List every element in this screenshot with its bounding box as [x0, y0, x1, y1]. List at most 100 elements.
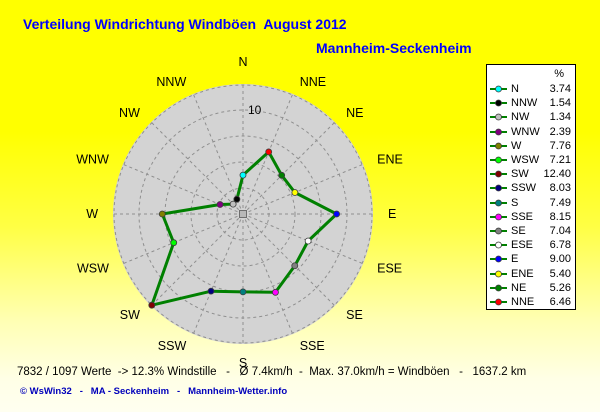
grid-spoke — [242, 121, 336, 215]
legend-marker-icon — [490, 241, 507, 249]
grid-spoke — [150, 121, 244, 215]
legend-direction-label: E — [511, 253, 519, 266]
legend-marker-icon — [490, 170, 507, 178]
legend-direction-label: WNW — [511, 125, 540, 138]
direction-label-w: W — [86, 207, 98, 221]
legend-marker-icon — [490, 213, 507, 221]
legend-marker-icon — [490, 114, 507, 121]
legend-box: % N 3.74 NNW 1.54 NW 1.34 WNW 2.39 W 7.76 WSW 7.21 S… — [486, 64, 576, 310]
legend-marker-icon — [490, 270, 507, 277]
legend-direction-label: NW — [511, 111, 530, 124]
direction-label-nnw: NNW — [156, 75, 186, 89]
legend-marker-icon — [490, 284, 507, 292]
legend-row-ssw: SSW 8.03 — [490, 181, 571, 195]
legend-direction-label: SW — [511, 168, 529, 181]
legend-row-nnw: NNW 1.54 — [490, 96, 571, 110]
legend-percent-value: 12.40 — [543, 168, 571, 181]
grid-spoke — [150, 213, 244, 307]
legend-row-wsw: WSW 7.21 — [490, 153, 571, 167]
legend-percent-value: 2.39 — [549, 125, 571, 138]
direction-label-e: E — [388, 207, 396, 221]
legend-direction-label: SSW — [511, 182, 537, 195]
legend-marker-icon — [490, 85, 507, 93]
direction-label-s: S — [239, 356, 247, 370]
legend-row-wnw: WNW 2.39 — [490, 125, 571, 139]
direction-label-nw: NW — [119, 106, 140, 120]
legend-marker-icon — [490, 99, 507, 107]
legend-percent-value: 5.40 — [549, 267, 571, 280]
data-point-sw — [148, 301, 156, 309]
legend-percent-value: 8.03 — [549, 182, 571, 195]
legend-percent-value: 8.15 — [549, 210, 571, 223]
data-point-nne — [265, 148, 273, 156]
legend-direction-label: ESE — [511, 239, 534, 252]
center-marker — [239, 210, 247, 218]
grid-spoke — [242, 213, 294, 335]
ring-scale-label: 10 — [248, 103, 262, 117]
direction-label-sw: SW — [120, 308, 140, 322]
direction-label-n: N — [238, 55, 247, 69]
legend-marker-icon — [490, 156, 507, 164]
legend-percent-value: 7.04 — [549, 224, 571, 237]
direction-label-ene: ENE — [377, 152, 403, 166]
footer-statistics: 7832 / 1097 Werte -> 12.3% Windstille - … — [17, 366, 527, 378]
legend-percent-value: 6.78 — [549, 239, 571, 252]
legend-percent-value: 7.76 — [549, 139, 571, 152]
legend-percent-value: 6.46 — [549, 295, 571, 308]
data-point-se — [291, 262, 299, 270]
legend-row-ene: ENE 5.40 — [490, 266, 571, 280]
legend-marker-icon — [490, 142, 507, 150]
grid-spoke — [192, 93, 244, 215]
legend-percent-value: 3.74 — [549, 83, 571, 96]
grid-spoke — [242, 93, 294, 215]
direction-label-wnw: WNW — [76, 152, 109, 166]
legend-percent-value: 7.49 — [549, 196, 571, 209]
legend-percent-value: 1.34 — [549, 111, 571, 124]
data-point-nnw — [233, 195, 241, 203]
grid-ring — [190, 161, 296, 267]
legend-row-se: SE 7.04 — [490, 224, 571, 238]
legend-percent-value: 9.00 — [549, 253, 571, 266]
legend-row-n: N 3.74 — [490, 82, 571, 96]
data-point-ene — [291, 189, 299, 196]
legend-row-ne: NE 5.26 — [490, 281, 571, 295]
data-point-n — [239, 171, 247, 179]
legend-marker-icon — [490, 199, 507, 206]
direction-label-ssw: SSW — [158, 339, 187, 353]
data-point-ese — [304, 237, 312, 245]
legend-percent-value: 5.26 — [549, 281, 571, 294]
grid-spoke — [242, 213, 336, 307]
legend-percent-value: 1.54 — [549, 97, 571, 110]
direction-label-ne: NE — [346, 106, 363, 120]
grid-spoke — [242, 213, 364, 265]
legend-direction-label: N — [511, 83, 519, 96]
legend-direction-label: ENE — [511, 267, 534, 280]
legend-row-nne: NNE 6.46 — [490, 295, 571, 309]
footer-credit: © WsWin32 - MA - Seckenheim - Mannheim-W… — [20, 386, 288, 397]
direction-label-sse: SSE — [300, 339, 325, 353]
legend-row-ese: ESE 6.78 — [490, 238, 571, 252]
legend-marker-icon — [490, 227, 507, 235]
legend-direction-label: NNW — [511, 97, 538, 110]
legend-direction-label: SE — [511, 224, 526, 237]
legend-percent-value: 7.21 — [549, 154, 571, 167]
direction-label-wsw: WSW — [77, 262, 109, 276]
legend-row-nw: NW 1.34 — [490, 110, 571, 124]
legend-row-sse: SSE 8.15 — [490, 210, 571, 224]
direction-label-se: SE — [346, 308, 363, 322]
legend-direction-label: NE — [511, 281, 527, 294]
grid-spoke — [122, 213, 244, 265]
grid-spoke — [242, 163, 364, 215]
legend-row-e: E 9.00 — [490, 252, 571, 266]
legend-row-sw: SW 12.40 — [490, 167, 571, 181]
data-point-nw — [229, 200, 237, 208]
legend-row-s: S 7.49 — [490, 196, 571, 210]
data-point-ssw — [207, 287, 215, 295]
chart-subtitle: Mannheim-Seckenheim — [316, 40, 472, 56]
legend-rows: N 3.74 NNW 1.54 NW 1.34 WNW 2.39 W 7.76 WSW 7.21 SW 1… — [490, 82, 571, 309]
legend-marker-icon — [490, 185, 507, 192]
legend-direction-label: S — [511, 196, 519, 209]
data-point-ne — [278, 171, 286, 179]
chart-title: Verteilung Windrichtung Windböen August … — [23, 16, 347, 32]
